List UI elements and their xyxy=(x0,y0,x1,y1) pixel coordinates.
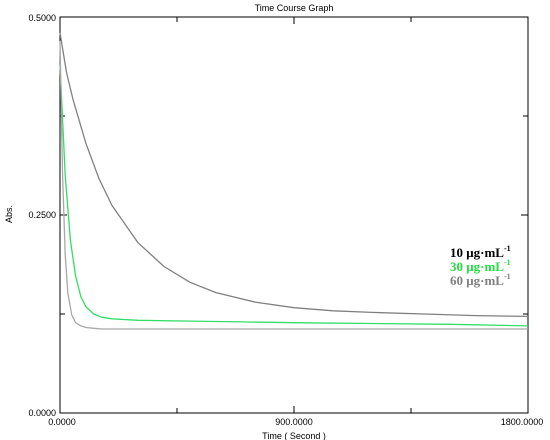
chart-title: Time Course Graph xyxy=(255,3,334,13)
y-tick-label: 0.2500 xyxy=(28,210,56,220)
legend-entry-2: 30 μg·mL-1 xyxy=(450,258,511,274)
series-line-1 xyxy=(59,32,529,318)
x-tick-label: 0.0000 xyxy=(48,417,76,427)
series-line-2 xyxy=(59,64,529,327)
series-lines xyxy=(59,32,529,330)
axis-tick-labels: 0.0000 900.0000 1800.0000 0.0000 0.2500 0.500… xyxy=(28,13,543,427)
legend: 10 μg·mL-130 μg·mL-160 μg·mL-1 xyxy=(450,244,511,288)
series-line-3 xyxy=(59,40,528,330)
y-tick-label: 0.5000 xyxy=(28,13,56,23)
plot-frame xyxy=(59,16,529,414)
y-tick-label: 0.0000 xyxy=(28,408,56,418)
legend-entry-3: 60 μg·mL-1 xyxy=(450,272,511,288)
y-axis-label: Abs. xyxy=(4,205,14,223)
x-axis-label: Time ( Second ) xyxy=(262,431,326,440)
legend-entry-1: 10 μg·mL-1 xyxy=(450,244,511,260)
x-tick-label: 900.0000 xyxy=(275,417,313,427)
x-tick-label: 1800.0000 xyxy=(501,417,544,427)
axis-ticks xyxy=(59,16,529,414)
